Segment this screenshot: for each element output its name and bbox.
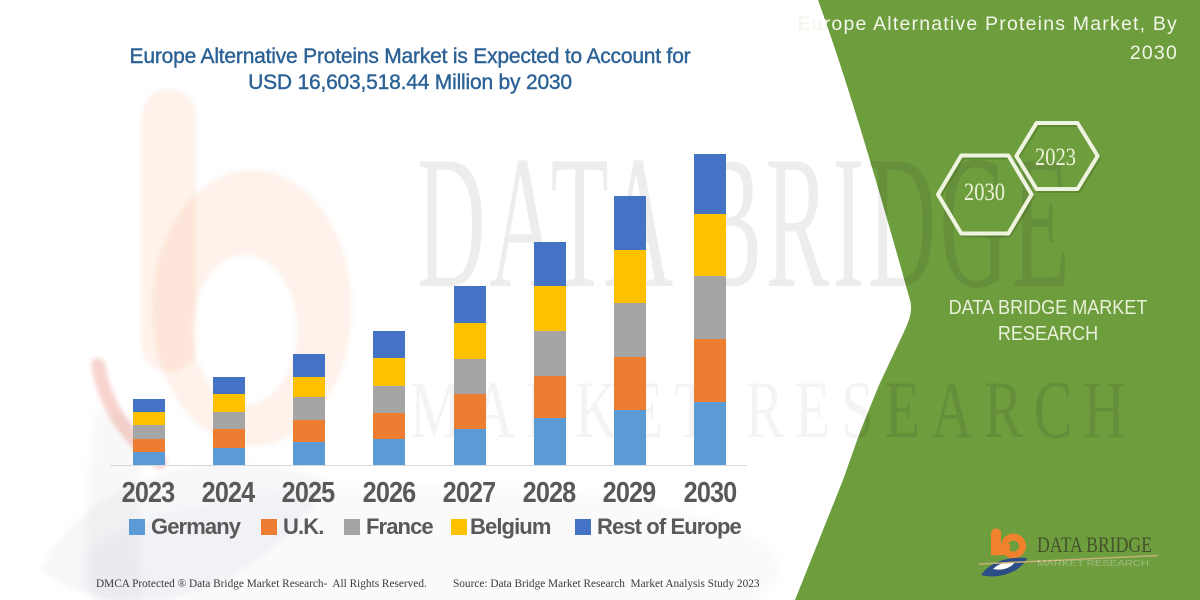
- svg-text:MARKET RESEARCH: MARKET RESEARCH: [410, 366, 1136, 456]
- svg-text:DATA BRIDGE: DATA BRIDGE: [1037, 532, 1152, 557]
- svg-text:MARKET RESEARCH: MARKET RESEARCH: [1037, 559, 1149, 568]
- svg-text:DATA BRIDGE: DATA BRIDGE: [417, 116, 1073, 327]
